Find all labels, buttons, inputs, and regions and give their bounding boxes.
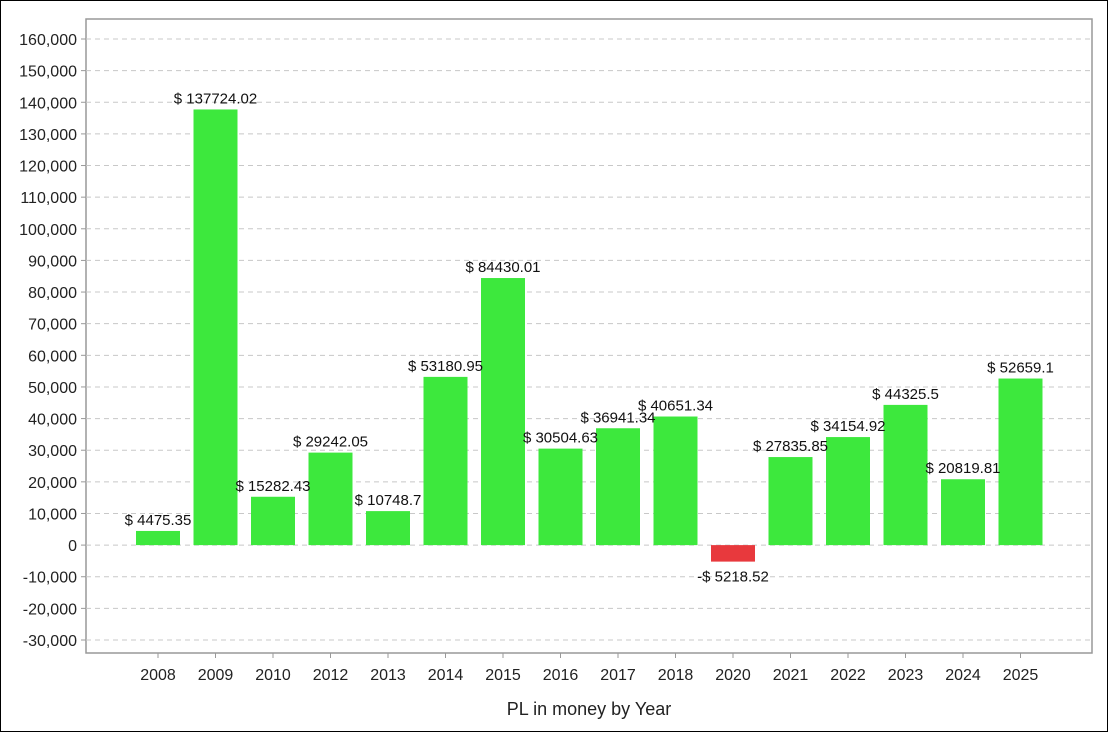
y-tick-label: 150,000 <box>19 64 77 81</box>
y-tick-label: 40,000 <box>28 412 77 429</box>
y-tick-label: 20,000 <box>28 475 77 492</box>
data-label-2010: $ 15282.43 <box>235 478 310 495</box>
x-tick-label: 2009 <box>198 667 234 684</box>
x-tick-label: 2018 <box>658 667 694 684</box>
bar-2025 <box>998 378 1043 546</box>
y-tick-label: 0 <box>68 538 77 555</box>
bar-2009 <box>193 109 238 546</box>
y-tick-label: 10,000 <box>28 506 77 523</box>
data-label-2023: $ 44325.5 <box>872 386 939 403</box>
bar-2014 <box>423 376 468 546</box>
y-tick-label: 130,000 <box>19 127 77 144</box>
data-label-2025: $ 52659.1 <box>987 360 1054 377</box>
y-tick-label: 80,000 <box>28 285 77 302</box>
y-tick-label: -20,000 <box>23 601 77 618</box>
bar-2008 <box>136 530 180 546</box>
x-tick-label: 2021 <box>773 667 809 684</box>
x-tick-label: 2023 <box>888 667 924 684</box>
x-tick-label: 2022 <box>830 667 866 684</box>
data-label-2014: $ 53180.95 <box>408 358 483 375</box>
x-tick-label: 2020 <box>715 667 751 684</box>
data-label-2018: $ 40651.34 <box>638 398 713 415</box>
y-tick-label: 140,000 <box>19 95 77 112</box>
data-label-2021: $ 27835.85 <box>753 438 828 455</box>
bar-2013 <box>366 511 410 546</box>
x-tick-label: 2012 <box>313 667 349 684</box>
bar-2016 <box>538 448 583 546</box>
x-tick-label: 2015 <box>485 667 521 684</box>
x-tick-label: 2014 <box>428 667 464 684</box>
x-axis: 2008 2009 2010 2012 2013 2014 2015 2016 2017 2018… <box>140 653 1038 684</box>
x-tick-label: 2024 <box>945 667 981 684</box>
bar-2021 <box>768 457 813 546</box>
data-label-2020: -$ 5218.52 <box>697 569 769 586</box>
bar-2017 <box>596 428 640 546</box>
x-tick-label: 2017 <box>600 667 636 684</box>
x-axis-title: PL in money by Year <box>507 699 671 719</box>
x-tick-label: 2025 <box>1003 667 1039 684</box>
y-tick-label: 120,000 <box>19 159 77 176</box>
data-label-2022: $ 34154.92 <box>810 418 885 435</box>
y-tick-label: -10,000 <box>23 570 77 587</box>
x-tick-label: 2013 <box>370 667 406 684</box>
y-tick-label: 110,000 <box>20 190 77 207</box>
y-tick-label: 160,000 <box>19 32 77 49</box>
data-label-2017: $ 36941.34 <box>580 409 655 426</box>
data-label-2015: $ 84430.01 <box>465 259 540 276</box>
y-axis: 160,000 150,000 140,000 130,000 120,000 110,0… <box>19 32 86 650</box>
bar-2010 <box>251 496 295 546</box>
y-tick-label: 50,000 <box>28 380 77 397</box>
data-labels: $ 4475.35 $ 137724.02 $ 15282.43 $ 29242.05… <box>125 90 1054 585</box>
y-tick-label: 60,000 <box>28 348 77 365</box>
x-tick-label: 2016 <box>543 667 579 684</box>
x-tick-label: 2010 <box>255 667 291 684</box>
data-label-2008: $ 4475.35 <box>125 512 192 529</box>
data-label-2016: $ 30504.63 <box>523 430 598 447</box>
bar-2012 <box>308 452 353 546</box>
x-tick-label: 2008 <box>140 667 176 684</box>
bar-2018 <box>653 416 698 546</box>
bar-2020 <box>711 545 755 562</box>
bar-2015 <box>481 278 525 546</box>
data-label-2012: $ 29242.05 <box>293 434 368 451</box>
bar-2023 <box>883 404 928 546</box>
y-tick-label: 70,000 <box>28 317 77 334</box>
y-tick-label: 100,000 <box>19 222 77 239</box>
data-label-2024: $ 20819.81 <box>925 460 1000 477</box>
plot-area <box>85 18 1093 654</box>
y-tick-label: 90,000 <box>28 253 77 270</box>
y-tick-label: -30,000 <box>23 633 77 650</box>
y-tick-label: 30,000 <box>28 443 77 460</box>
bars <box>136 109 1043 562</box>
bar-2022 <box>826 437 870 546</box>
data-label-2009: $ 137724.02 <box>174 90 257 107</box>
data-label-2013: $ 10748.7 <box>355 492 422 509</box>
bar-2024 <box>941 479 985 546</box>
